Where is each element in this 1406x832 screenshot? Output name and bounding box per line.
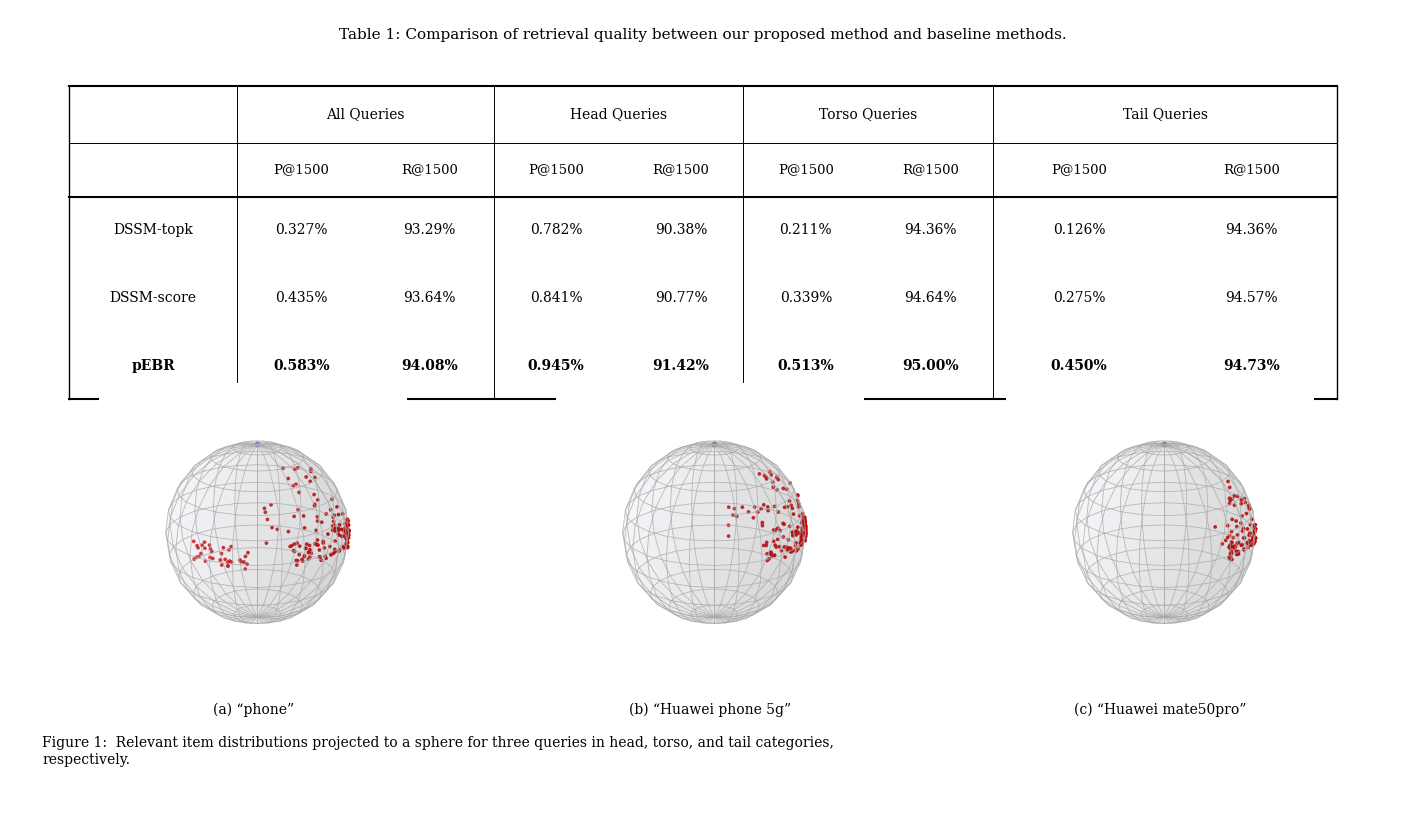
Text: R@1500: R@1500 <box>652 163 710 176</box>
Text: (a) “phone”: (a) “phone” <box>212 703 294 717</box>
Text: (b) “Huawei phone 5g”: (b) “Huawei phone 5g” <box>628 703 792 717</box>
Text: Table 1: Comparison of retrieval quality between our proposed method and baselin: Table 1: Comparison of retrieval quality… <box>339 28 1067 42</box>
Text: 94.36%: 94.36% <box>904 223 957 237</box>
Text: 0.450%: 0.450% <box>1050 359 1108 373</box>
Text: P@1500: P@1500 <box>529 163 583 176</box>
Text: DSSM-topk: DSSM-topk <box>112 223 193 237</box>
Text: 0.513%: 0.513% <box>778 359 834 373</box>
Text: 0.841%: 0.841% <box>530 291 582 305</box>
Text: Figure 1:  Relevant item distributions projected to a sphere for three queries i: Figure 1: Relevant item distributions pr… <box>42 736 834 766</box>
Text: 93.29%: 93.29% <box>404 223 456 237</box>
Text: 94.64%: 94.64% <box>904 291 957 305</box>
Text: Head Queries: Head Queries <box>569 107 668 121</box>
Text: 94.73%: 94.73% <box>1223 359 1279 373</box>
Text: R@1500: R@1500 <box>401 163 458 176</box>
Text: P@1500: P@1500 <box>778 163 834 176</box>
Text: R@1500: R@1500 <box>1223 163 1279 176</box>
Text: Torso Queries: Torso Queries <box>820 107 918 121</box>
Text: 93.64%: 93.64% <box>404 291 456 305</box>
Text: 94.36%: 94.36% <box>1225 223 1278 237</box>
Text: 0.126%: 0.126% <box>1053 223 1105 237</box>
Text: 0.275%: 0.275% <box>1053 291 1105 305</box>
Text: 91.42%: 91.42% <box>652 359 710 373</box>
Text: 90.77%: 90.77% <box>655 291 707 305</box>
Text: 0.782%: 0.782% <box>530 223 582 237</box>
Text: Tail Queries: Tail Queries <box>1123 107 1208 121</box>
Text: DSSM-score: DSSM-score <box>110 291 197 305</box>
Text: 94.08%: 94.08% <box>401 359 458 373</box>
Text: 90.38%: 90.38% <box>655 223 707 237</box>
Text: 0.211%: 0.211% <box>779 223 832 237</box>
Text: 0.583%: 0.583% <box>273 359 330 373</box>
Text: P@1500: P@1500 <box>1052 163 1107 176</box>
Text: All Queries: All Queries <box>326 107 405 121</box>
Text: 94.57%: 94.57% <box>1225 291 1278 305</box>
Text: P@1500: P@1500 <box>274 163 329 176</box>
Text: R@1500: R@1500 <box>903 163 959 176</box>
Text: 0.339%: 0.339% <box>780 291 832 305</box>
Text: 95.00%: 95.00% <box>903 359 959 373</box>
Text: 0.327%: 0.327% <box>276 223 328 237</box>
Text: 0.435%: 0.435% <box>276 291 328 305</box>
Text: pEBR: pEBR <box>131 359 174 373</box>
Text: 0.945%: 0.945% <box>527 359 585 373</box>
Text: (c) “Huawei mate50pro”: (c) “Huawei mate50pro” <box>1074 703 1246 717</box>
